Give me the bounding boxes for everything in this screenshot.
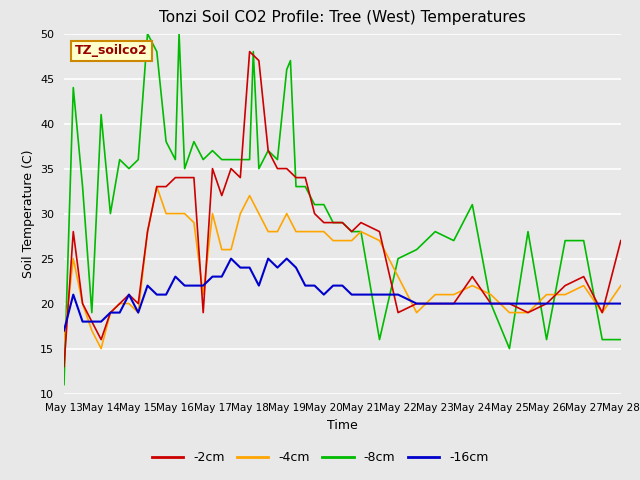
X-axis label: Time: Time bbox=[327, 419, 358, 432]
Y-axis label: Soil Temperature (C): Soil Temperature (C) bbox=[22, 149, 35, 278]
Title: Tonzi Soil CO2 Profile: Tree (West) Temperatures: Tonzi Soil CO2 Profile: Tree (West) Temp… bbox=[159, 11, 526, 25]
Text: TZ_soilco2: TZ_soilco2 bbox=[75, 44, 148, 58]
Legend: -2cm, -4cm, -8cm, -16cm: -2cm, -4cm, -8cm, -16cm bbox=[147, 446, 493, 469]
